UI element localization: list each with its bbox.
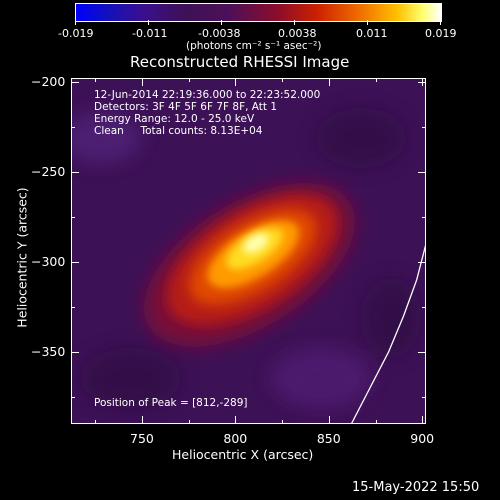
axis-tick bbox=[71, 171, 79, 173]
y-tick-label: −350 bbox=[31, 343, 66, 359]
axis-tick bbox=[328, 416, 330, 424]
axis-tick bbox=[71, 216, 75, 218]
axis-tick bbox=[328, 78, 330, 86]
axis-tick bbox=[418, 261, 426, 263]
colorbar-tick-label: 0.019 bbox=[425, 27, 457, 40]
x-tick-label: 850 bbox=[316, 431, 341, 446]
axis-tick bbox=[142, 78, 143, 86]
plot-frame bbox=[71, 78, 426, 424]
y-tick-label: −200 bbox=[31, 73, 66, 89]
axis-tick bbox=[188, 420, 190, 424]
axis-tick bbox=[422, 306, 426, 308]
axis-tick bbox=[71, 81, 79, 83]
axis-tick bbox=[418, 171, 426, 173]
colorbar-tick-label: -0.011 bbox=[132, 27, 168, 40]
colorbar-tick-label: -0.019 bbox=[58, 27, 94, 40]
axis-tick bbox=[422, 126, 426, 128]
footer-timestamp: 15-May-2022 15:50 bbox=[352, 480, 480, 495]
axis-tick bbox=[235, 78, 237, 86]
x-axis-title: Heliocentric X (arcsec) bbox=[172, 447, 314, 462]
axis-tick bbox=[142, 416, 143, 424]
colorbar-unit-label: (photons cm⁻² s⁻¹ asec⁻²) bbox=[186, 40, 322, 52]
axis-tick bbox=[422, 416, 424, 424]
info-line: 12-Jun-2014 22:19:36.000 to 22:23:52.000 bbox=[94, 89, 320, 101]
axis-tick bbox=[95, 78, 97, 82]
axis-tick bbox=[422, 396, 426, 398]
axis-tick bbox=[71, 351, 79, 353]
axis-tick bbox=[418, 351, 426, 353]
x-tick-label: 900 bbox=[410, 431, 435, 446]
axis-tick bbox=[422, 216, 426, 218]
background-mottling bbox=[71, 108, 421, 408]
axis-tick bbox=[71, 126, 75, 128]
y-tick-label: −250 bbox=[31, 163, 66, 179]
colorbar-tick-label: -0.0038 bbox=[198, 27, 241, 40]
colorbar-tick-label: 0.0038 bbox=[278, 27, 317, 40]
plot-area: 12-Jun-2014 22:19:36.000 to 22:23:52.000… bbox=[71, 78, 426, 424]
solar-limb-curve bbox=[350, 243, 426, 424]
y-tick-label: −300 bbox=[31, 253, 66, 269]
axis-tick bbox=[235, 416, 237, 424]
axis-tick bbox=[188, 78, 190, 82]
axis-tick bbox=[282, 78, 284, 82]
axis-tick bbox=[418, 81, 426, 83]
y-axis-title: Heliocentric Y (arcsec) bbox=[14, 187, 30, 328]
axis-tick bbox=[95, 420, 97, 424]
info-line: Detectors: 3F 4F 5F 6F 7F 8F, Att 1 bbox=[94, 101, 277, 113]
flare-source bbox=[144, 183, 355, 347]
info-line: Clean Total counts: 8.13E+04 bbox=[94, 125, 263, 137]
colorbar bbox=[75, 3, 442, 22]
info-block: 12-Jun-2014 22:19:36.000 to 22:23:52.000… bbox=[94, 89, 320, 137]
axis-tick bbox=[71, 306, 75, 308]
info-line: Energy Range: 12.0 - 25.0 keV bbox=[94, 113, 255, 125]
axis-tick bbox=[375, 78, 377, 82]
axis-tick bbox=[71, 396, 75, 398]
x-tick-label: 750 bbox=[130, 431, 154, 446]
peak-position-label: Position of Peak = [812,-289] bbox=[94, 397, 248, 409]
chart-title: Reconstructed RHESSI Image bbox=[130, 53, 350, 71]
axis-tick bbox=[282, 420, 284, 424]
colorbar-tick-label: 0.011 bbox=[356, 27, 388, 40]
axis-tick bbox=[375, 420, 377, 424]
axis-tick bbox=[71, 261, 79, 263]
x-tick-label: 800 bbox=[223, 431, 248, 446]
